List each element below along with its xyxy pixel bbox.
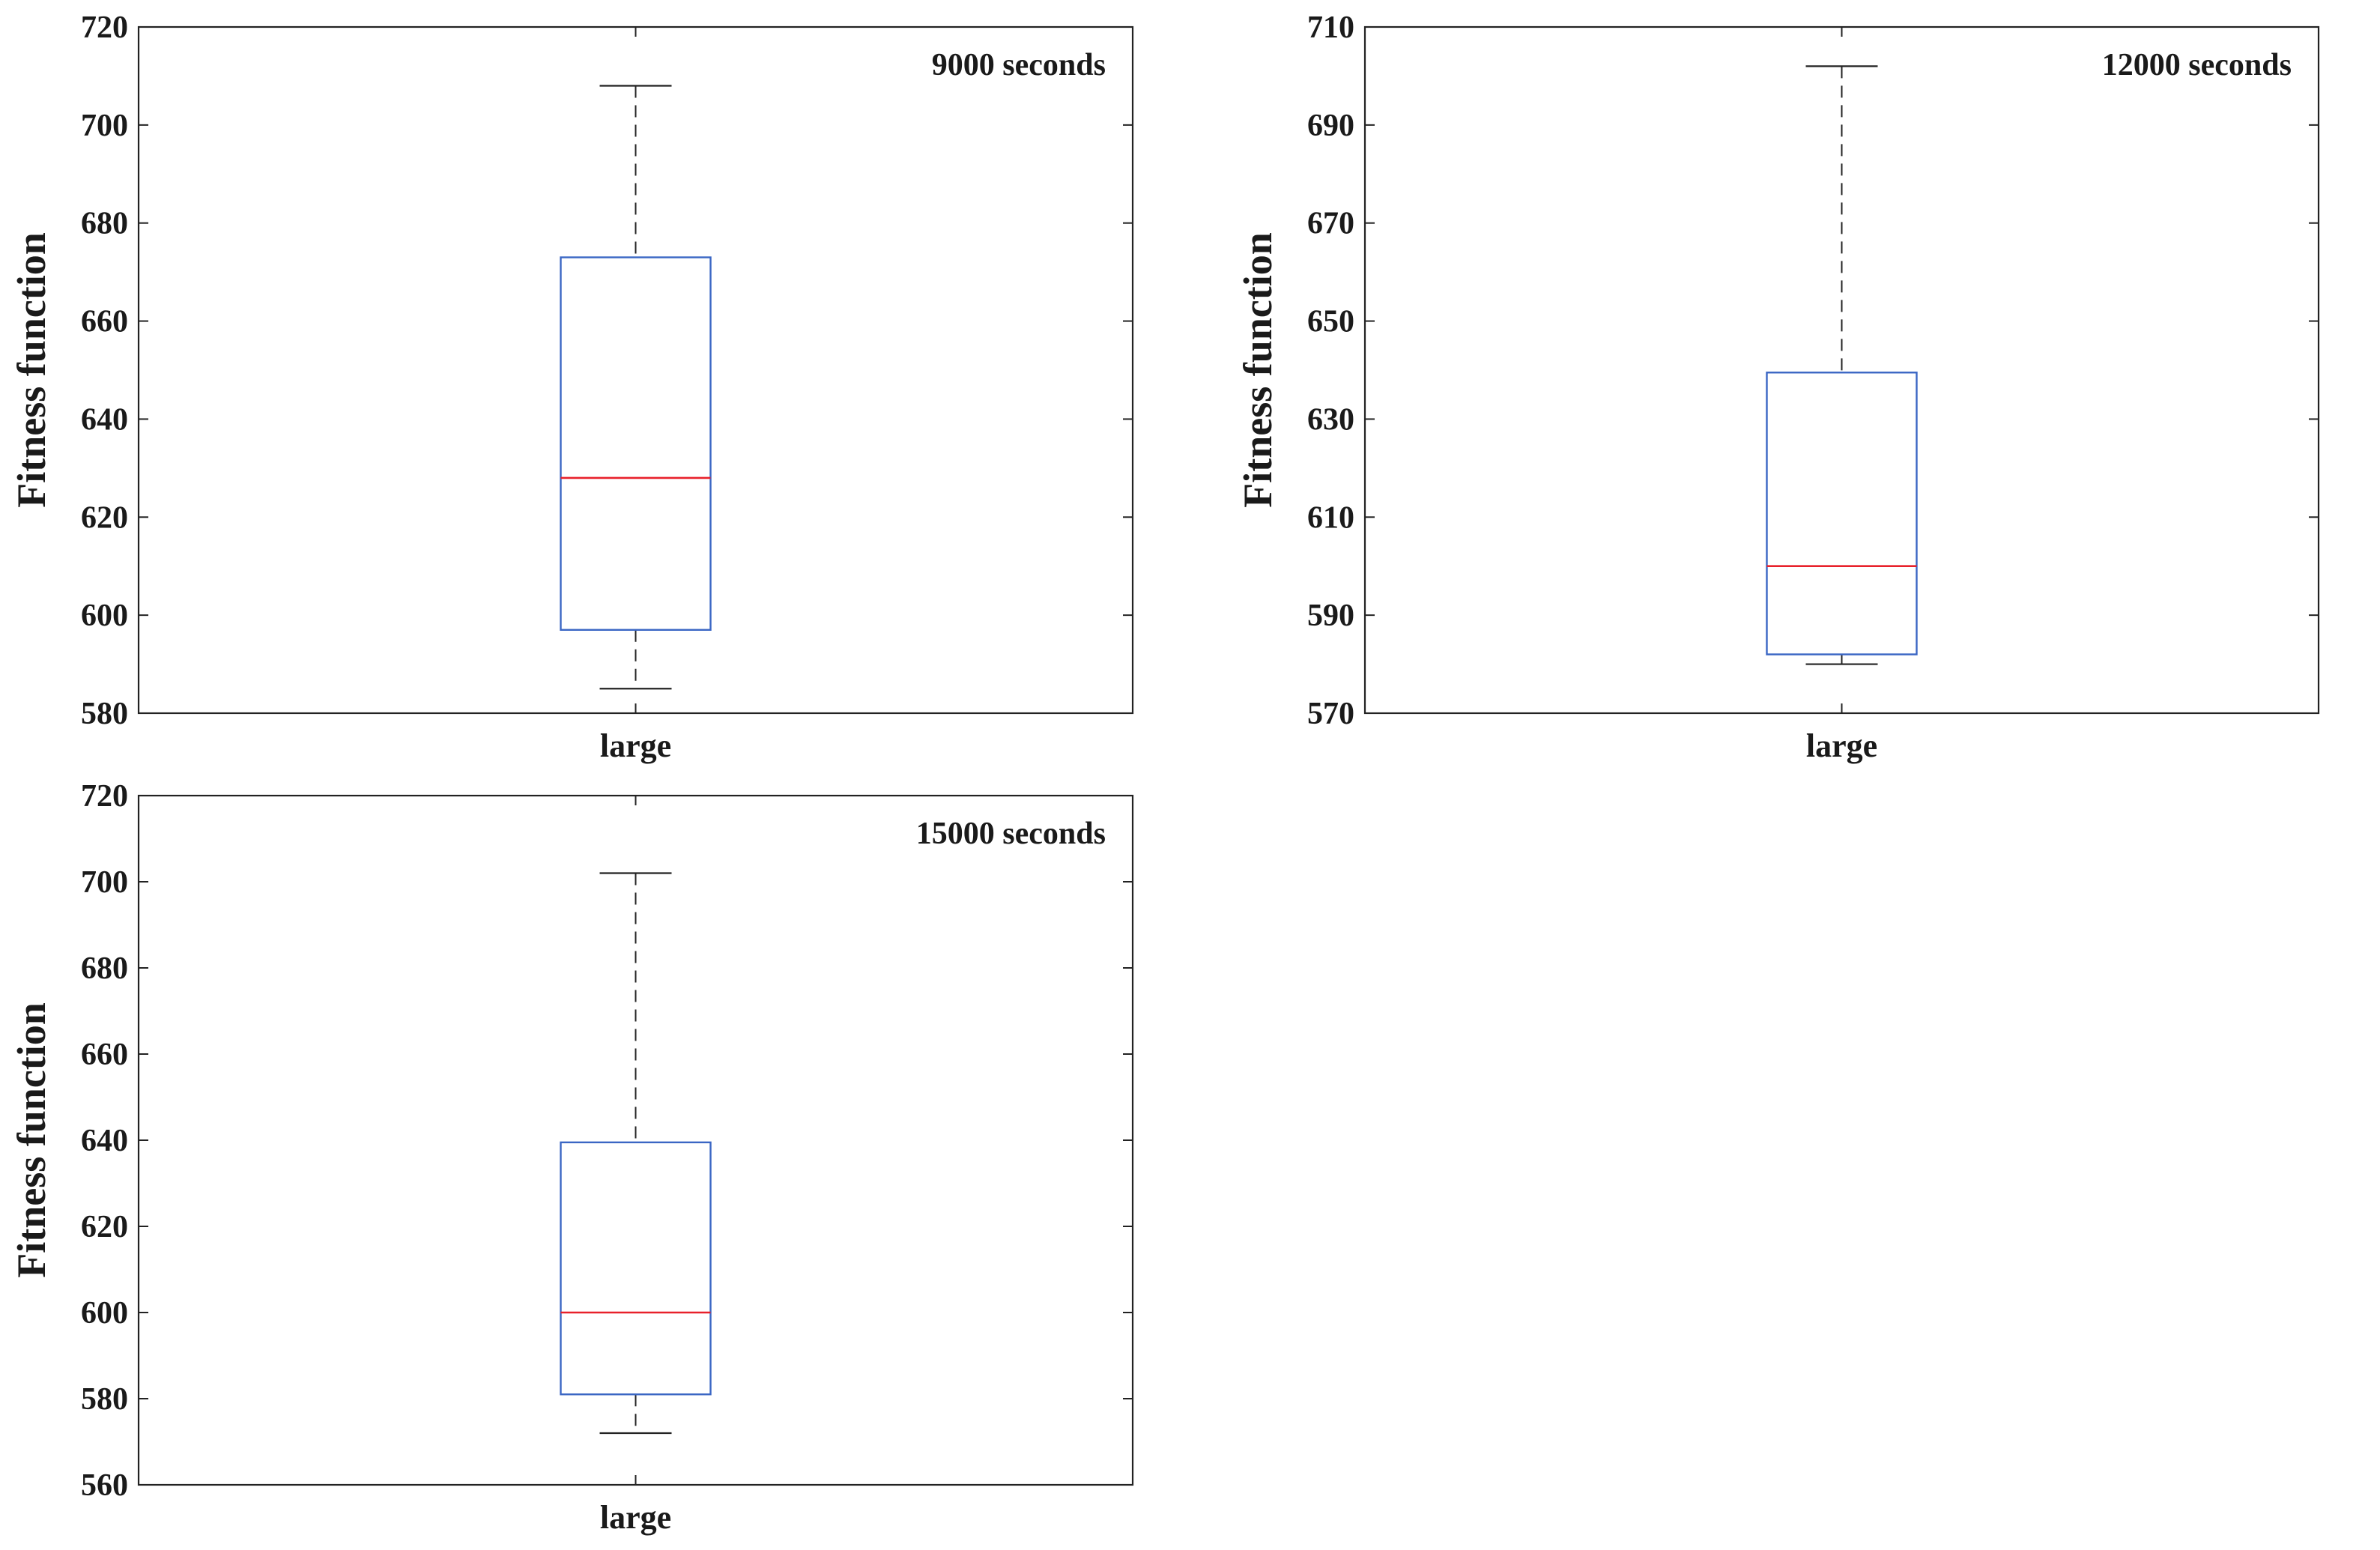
y-tick-label: 620	[81, 1210, 128, 1244]
y-tick-label: 660	[81, 305, 128, 339]
interquartile-box	[560, 256, 712, 631]
y-tick-label: 650	[1307, 305, 1354, 339]
y-axis-title: Fitness function	[9, 1002, 54, 1278]
y-tick-label: 600	[81, 599, 128, 633]
y-tick-label: 670	[1307, 207, 1354, 241]
y-tick-label: 570	[1307, 697, 1354, 731]
interquartile-box	[1766, 372, 1918, 656]
y-tick-label: 610	[1307, 500, 1354, 535]
y-tick-label: 680	[81, 207, 128, 241]
y-tick-label: 600	[81, 1296, 128, 1330]
y-tick-label: 590	[1307, 599, 1354, 633]
x-category-label: large	[600, 727, 671, 764]
x-category-label: large	[600, 1499, 671, 1536]
panel-title: 15000 seconds	[916, 817, 1106, 851]
y-tick-label: 720	[81, 779, 128, 814]
y-axis-title: Fitness function	[1235, 232, 1280, 508]
panel-title: 12000 seconds	[2102, 48, 2292, 82]
y-tick-label: 630	[1307, 402, 1354, 437]
panel-title: 9000 seconds	[932, 48, 1106, 82]
y-tick-label: 640	[81, 402, 128, 437]
y-tick-label: 580	[81, 697, 128, 731]
y-axis-title: Fitness function	[9, 232, 54, 508]
interquartile-box	[560, 1141, 712, 1396]
y-tick-label: 690	[1307, 109, 1354, 143]
x-category-label: large	[1806, 727, 1877, 764]
y-tick-label: 720	[81, 10, 128, 45]
y-tick-label: 620	[81, 500, 128, 535]
y-tick-label: 660	[81, 1038, 128, 1072]
y-tick-label: 640	[81, 1124, 128, 1158]
y-tick-label: 560	[81, 1468, 128, 1503]
y-tick-label: 700	[81, 865, 128, 900]
y-tick-label: 580	[81, 1382, 128, 1417]
y-tick-label: 680	[81, 951, 128, 986]
y-tick-label: 700	[81, 109, 128, 143]
chart-panel-15000: 560 580 600 620 640 660 680 700 720 large Fitness …	[9, 779, 1134, 1536]
chart-panel-12000: 570 590 610 630 650 670 690 710 large Fitness fun…	[1235, 10, 2320, 764]
chart-panel-9000: 580 600 620 640 660 680 700 720 large Fitness fun…	[9, 10, 1134, 764]
y-tick-label: 710	[1307, 10, 1354, 45]
